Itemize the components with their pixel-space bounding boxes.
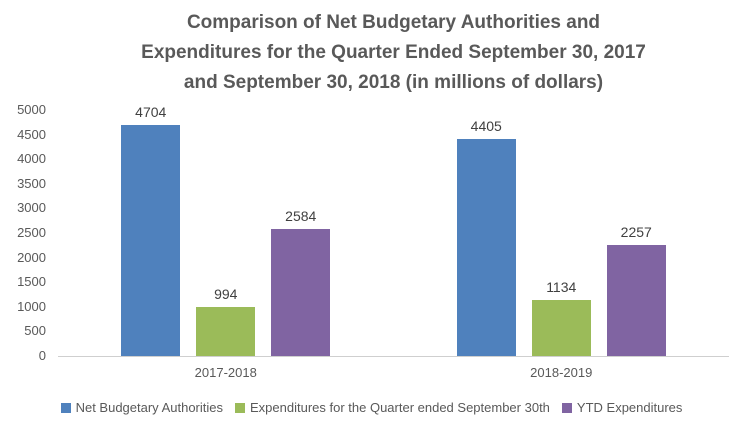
bar-value-label: 2257 [620,223,652,240]
legend-swatch-icon [60,402,71,413]
legend-swatch-icon [235,402,245,413]
bar-2018-2019-series-2 [531,300,591,356]
bar-value-label: 4405 [470,118,502,135]
bar-2017-2018-series-3 [271,228,331,356]
y-axis-tick-label: 4000 [17,151,46,167]
bar-2017-2018-series-2 [196,307,256,356]
chart-title-line-2: Expenditures for the Quarter Ended Septe… [141,42,646,63]
x-axis-line [58,356,729,357]
x-axis-category-label: 2018-2019 [530,365,593,380]
y-axis-tick-label: 3500 [17,175,46,191]
bar-value-label: 2584 [285,207,317,224]
y-axis-tick-label: 0 [38,348,46,363]
legend-swatch-icon [561,402,572,413]
y-axis-tick-label: 2500 [17,225,46,240]
x-axis-category-label: 2017-2018 [194,365,257,380]
bar-2018-2019-series-3 [606,244,666,356]
chart-title-line-3: and September 30, 2018 (in millions of d… [183,72,604,93]
legend-item: YTD Expenditures [561,400,683,415]
legend-item-label: Expenditures for the Quarter ended Septe… [250,400,550,415]
legend-item-label: Net Budgetary Authorities [75,400,223,415]
y-axis-tick-label: 2000 [17,249,46,265]
legend-item: Expenditures for the Quarter ended Septe… [235,400,550,415]
y-axis-tick-label: 500 [24,323,46,339]
bar-2018-2019-series-1 [456,139,516,356]
y-axis-tick-label: 1000 [17,298,46,314]
chart-title-line-1: Comparison of Net Budgetary Authorities … [186,12,601,33]
legend-item: Net Budgetary Authorities [60,400,223,415]
bar-2017-2018-series-1 [121,124,181,356]
y-axis-tick-label: 1500 [17,274,46,290]
legend-item-label: YTD Expenditures [576,400,683,415]
bar-value-label: 4704 [135,103,167,120]
y-axis-tick-label: 5000 [17,102,46,117]
legend: Net Budgetary Authorities Expenditures fo… [0,400,743,415]
y-axis-tick-label: 3000 [17,200,46,216]
chart-title: Comparison of Net Budgetary Authorities … [58,8,729,98]
bar-value-label: 1134 [546,279,577,296]
bar-value-label: 994 [214,286,238,303]
y-axis-tick-label: 4500 [17,126,46,142]
